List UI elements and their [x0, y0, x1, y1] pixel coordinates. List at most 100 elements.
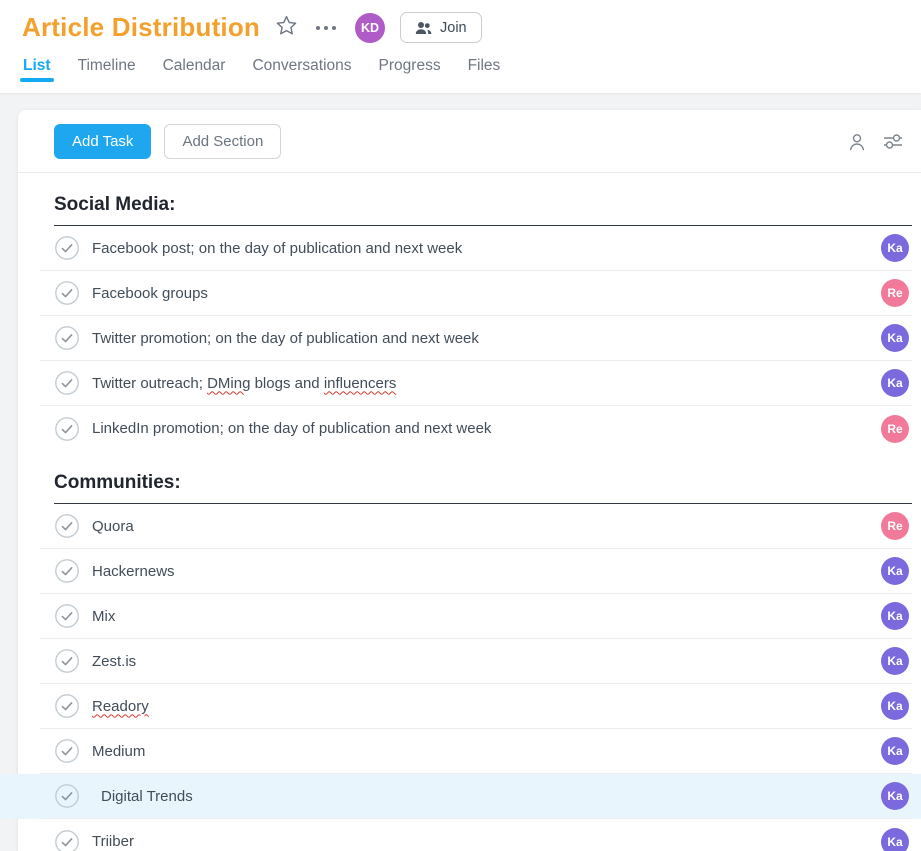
task-row[interactable]: Mix Ka — [40, 594, 912, 639]
task-name[interactable]: Mix — [92, 608, 881, 625]
dot-icon — [332, 25, 337, 30]
task-name-text: Triiber — [92, 833, 134, 850]
task-complete-checkbox[interactable] — [55, 649, 79, 673]
section-title[interactable]: Communities: — [54, 472, 912, 504]
task-name-text: Facebook groups — [92, 284, 208, 302]
task-name[interactable]: Triiber — [92, 833, 881, 850]
tab-calendar[interactable]: Calendar — [162, 57, 227, 85]
task-name[interactable]: Facebook post; on the day of publication… — [92, 240, 881, 257]
task-name-text: Digital Trends — [101, 787, 193, 805]
people-icon — [415, 21, 432, 35]
task-complete-checkbox[interactable] — [55, 514, 79, 538]
task-complete-checkbox[interactable] — [55, 784, 79, 808]
assignee-avatar[interactable]: Ka — [881, 234, 909, 262]
task-row[interactable]: Twitter promotion; on the day of publica… — [40, 316, 912, 361]
join-button[interactable]: Join — [400, 12, 482, 43]
task-row[interactable]: Facebook post; on the day of publication… — [40, 226, 912, 271]
task-name[interactable]: Zest.is — [92, 653, 881, 670]
tab-timeline[interactable]: Timeline — [77, 57, 137, 85]
more-options-button[interactable] — [314, 22, 338, 34]
assignee-avatar[interactable]: Ka — [881, 647, 909, 675]
task-name-text: Facebook post; on the day of publication… — [92, 239, 463, 257]
task-complete-checkbox[interactable] — [55, 604, 79, 628]
task-complete-checkbox[interactable] — [55, 694, 79, 718]
assignee-avatar[interactable]: Ka — [881, 324, 909, 352]
project-header: Article Distribution KD Join List Timelin… — [0, 0, 921, 93]
task-name[interactable]: Medium — [92, 743, 881, 760]
task-name[interactable]: Twitter promotion; on the day of publica… — [92, 330, 881, 347]
task-complete-checkbox[interactable] — [55, 326, 79, 350]
project-header-row: Article Distribution KD Join — [22, 0, 921, 44]
task-name-text: Hackernews — [92, 562, 175, 580]
assignee-avatar[interactable]: Re — [881, 414, 909, 443]
tab-conversations[interactable]: Conversations — [251, 57, 352, 85]
task-complete-checkbox[interactable] — [55, 281, 79, 305]
task-name-text: Twitter outreach; — [92, 374, 208, 392]
tab-list[interactable]: List — [20, 57, 54, 85]
task-complete-checkbox[interactable] — [55, 416, 79, 441]
misspelled-word: influencers — [323, 374, 397, 392]
task-name-text: Quora — [92, 517, 134, 535]
task-name-text: LinkedIn promotion; on the day of public… — [92, 420, 492, 437]
list-view-card: Add Task Add Section Social Media: Facebo… — [18, 110, 921, 851]
assignee-filter-button[interactable] — [843, 128, 871, 156]
assignee-avatar[interactable]: Re — [881, 512, 909, 540]
task-row[interactable]: Quora Re — [40, 504, 912, 549]
page-title: Article Distribution — [22, 12, 261, 42]
task-name[interactable]: LinkedIn promotion; on the day of public… — [92, 420, 881, 437]
star-icon — [275, 14, 298, 42]
task-complete-checkbox[interactable] — [55, 236, 79, 260]
tab-bar: List Timeline Calendar Conversations Progres… — [20, 57, 921, 85]
misspelled-word: DMing — [207, 374, 251, 392]
add-section-button[interactable]: Add Section — [164, 124, 282, 159]
sliders-icon — [883, 133, 903, 150]
task-name[interactable]: Readory — [92, 698, 881, 715]
filter-sort-button[interactable] — [879, 129, 907, 154]
favorite-star-button[interactable] — [275, 14, 298, 42]
task-section: Social Media: Facebook post; on the day o… — [40, 194, 912, 451]
misspelled-word: Readory — [92, 697, 149, 715]
task-list: Social Media: Facebook post; on the day o… — [40, 194, 912, 851]
assignee-avatar[interactable]: Ka — [881, 737, 909, 765]
task-row[interactable]: Digital Trends Ka — [40, 774, 912, 819]
tab-files[interactable]: Files — [467, 57, 502, 85]
task-name[interactable]: Twitter outreach; DMing blogs and influe… — [92, 375, 881, 392]
task-complete-checkbox[interactable] — [55, 829, 79, 851]
assignee-avatar[interactable]: Ka — [881, 557, 909, 585]
assignee-avatar[interactable]: Ka — [881, 692, 909, 720]
assignee-avatar[interactable]: Ka — [881, 827, 909, 851]
task-name-text: Mix — [92, 607, 116, 625]
task-name-text: Twitter promotion; on the day of publica… — [92, 329, 479, 347]
task-row[interactable]: Triiber Ka — [40, 819, 912, 851]
tab-progress[interactable]: Progress — [378, 57, 442, 85]
task-name[interactable]: Digital Trends — [92, 788, 881, 805]
task-name[interactable]: Quora — [92, 518, 881, 535]
task-name-text: Zest.is — [92, 652, 137, 670]
task-name[interactable]: Facebook groups — [92, 285, 881, 302]
user-avatar[interactable]: KD — [355, 12, 386, 43]
task-complete-checkbox[interactable] — [55, 559, 79, 583]
task-row[interactable]: Medium Ka — [40, 729, 912, 774]
dot-icon — [324, 25, 329, 30]
task-complete-checkbox[interactable] — [55, 739, 79, 763]
task-name-text: Medium — [92, 742, 146, 760]
task-row[interactable]: Twitter outreach; DMing blogs and influe… — [40, 361, 912, 406]
assignee-avatar[interactable]: Ka — [881, 602, 909, 630]
task-row[interactable]: Readory Ka — [40, 684, 912, 729]
task-name[interactable]: Hackernews — [92, 563, 881, 580]
task-complete-checkbox[interactable] — [55, 371, 79, 395]
add-task-button[interactable]: Add Task — [54, 124, 152, 159]
task-row[interactable]: Hackernews Ka — [40, 549, 912, 594]
join-button-label: Join — [440, 19, 467, 36]
assignee-avatar[interactable]: Ka — [881, 369, 909, 397]
task-row[interactable]: Zest.is Ka — [40, 639, 912, 684]
task-name-text: blogs and — [250, 374, 324, 392]
list-toolbar: Add Task Add Section — [18, 110, 921, 173]
task-row[interactable]: LinkedIn promotion; on the day of public… — [40, 406, 912, 451]
dot-icon — [316, 25, 321, 30]
task-section: Communities: Quora Re Hackernews Ka Mix Ka Zest… — [40, 472, 912, 851]
assignee-avatar[interactable]: Ka — [881, 782, 909, 810]
assignee-avatar[interactable]: Re — [881, 279, 909, 307]
task-row[interactable]: Facebook groups Re — [40, 271, 912, 316]
section-title[interactable]: Social Media: — [54, 194, 912, 226]
